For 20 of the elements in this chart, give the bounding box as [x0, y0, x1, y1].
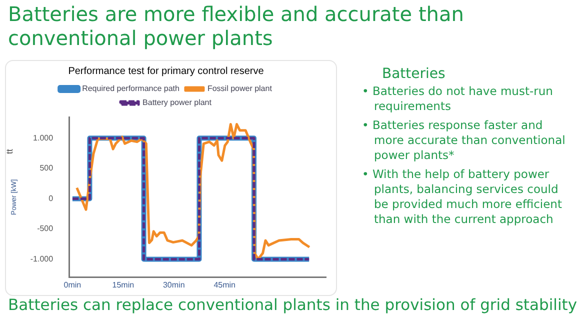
text: • Batteries do not have must-run requirements [362, 84, 554, 114]
text: tt [4, 148, 14, 154]
text: Batteries [382, 66, 446, 82]
text: • With the help of battery power plants, balancing services could be provided much more efficient than with the current approach [362, 167, 563, 227]
legend-label: Fossil power plant [207, 84, 273, 94]
x-tick-label: 15min [112, 280, 134, 290]
y-tick-label: -1.000 [30, 254, 54, 264]
chart-subtitle: Performance test for primary control reserve [68, 66, 264, 77]
chart-title: Batteries are more flexible and accurate than conventional power plants [8, 2, 465, 50]
legend-label: Required performance path [82, 84, 180, 94]
legend-label: Battery power plant [142, 98, 212, 108]
x-tick-label: 45min [214, 280, 236, 290]
y-tick-label: 500 [40, 164, 54, 173]
y-tick-label: 0 [48, 194, 54, 203]
x-tick-label: 0min [64, 280, 82, 290]
y-tick-label: -500 [37, 224, 54, 234]
y-tick-label: 1.000 [33, 133, 54, 142]
text: Batteries can replace conventional plants in the provision of grid stability [8, 296, 578, 314]
text: • Batteries response faster and more accurate than conventional power plants* [362, 118, 566, 163]
x-tick-label: 30min [162, 280, 185, 290]
